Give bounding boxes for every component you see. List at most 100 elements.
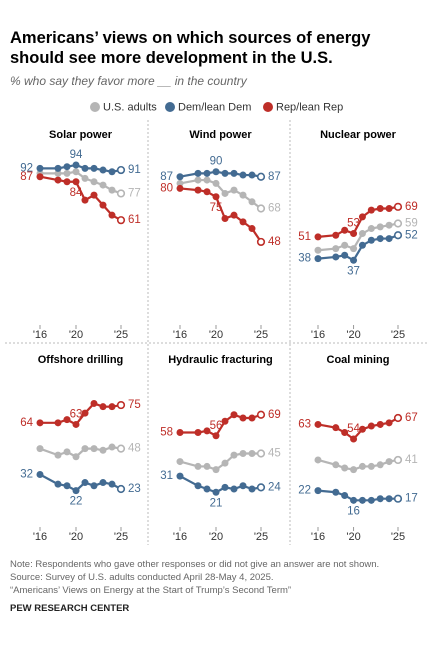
- point: [376, 223, 384, 231]
- x-tick-label: '16: [33, 531, 47, 543]
- point: [221, 417, 229, 425]
- panel-title: Offshore drilling: [38, 354, 124, 366]
- data-label: 53: [347, 218, 360, 230]
- data-label: 54: [347, 423, 360, 435]
- data-label: 32: [20, 469, 33, 481]
- point: [376, 420, 384, 428]
- data-label: 56: [210, 420, 223, 432]
- point: [393, 494, 403, 503]
- point: [63, 169, 71, 177]
- point: [230, 411, 238, 419]
- legend-label: U.S. adults: [103, 101, 157, 113]
- point: [81, 196, 89, 204]
- title: Americans’ views on which sources of ene…: [10, 29, 371, 67]
- point: [108, 211, 116, 219]
- point: [385, 495, 393, 503]
- point: [176, 173, 184, 181]
- point: [99, 446, 107, 454]
- series-line: [39, 473, 122, 492]
- point: [385, 221, 393, 229]
- data-label: 68: [268, 203, 281, 215]
- data-label: 41: [405, 454, 418, 466]
- x-tick-label: '16: [311, 329, 325, 341]
- series-line: [179, 452, 261, 471]
- data-label: 23: [128, 483, 141, 495]
- data-label: 69: [405, 201, 418, 213]
- point: [54, 451, 62, 459]
- point: [212, 168, 220, 176]
- point: [90, 191, 98, 199]
- point: [376, 204, 384, 212]
- x-tick-label: '25: [391, 329, 405, 341]
- data-label: 59: [405, 218, 418, 230]
- point: [116, 216, 126, 225]
- point: [350, 230, 358, 238]
- data-label: 31: [160, 470, 173, 482]
- point: [314, 456, 322, 464]
- point: [385, 204, 393, 212]
- point: [90, 178, 98, 186]
- point: [256, 172, 266, 181]
- point: [332, 488, 340, 496]
- data-label: 51: [298, 231, 311, 243]
- data-label: 24: [268, 481, 281, 493]
- point: [341, 464, 349, 472]
- point: [239, 218, 247, 226]
- point: [385, 235, 393, 243]
- point: [239, 191, 247, 199]
- point: [332, 245, 340, 253]
- point: [54, 176, 62, 184]
- point: [108, 168, 116, 176]
- x-tick-label: '20: [209, 329, 223, 341]
- point: [393, 219, 403, 228]
- point: [248, 198, 256, 206]
- point: [350, 496, 358, 504]
- data-label: 80: [160, 182, 173, 194]
- data-label: 92: [20, 162, 33, 174]
- point: [72, 453, 80, 461]
- legend-marker: [165, 102, 175, 112]
- point: [256, 204, 266, 213]
- chart: U.S. adults Dem/lean Dem Rep/lean Rep Solar…: [5, 101, 429, 545]
- point: [203, 176, 211, 184]
- x-tick-label: '20: [209, 531, 223, 543]
- point: [63, 163, 71, 171]
- x-tick-label: '16: [33, 329, 47, 341]
- point: [341, 226, 349, 234]
- data-label: 22: [70, 496, 83, 508]
- point: [36, 470, 44, 478]
- point: [116, 189, 126, 198]
- point: [108, 443, 116, 451]
- point: [230, 451, 238, 459]
- point: [248, 225, 256, 233]
- point: [314, 255, 322, 263]
- point: [358, 230, 366, 238]
- point: [385, 419, 393, 427]
- data-label: 61: [128, 214, 141, 226]
- note: Source: Survey of U.S. adults conducted …: [10, 572, 274, 583]
- point: [358, 496, 366, 504]
- point: [99, 479, 107, 487]
- point: [358, 425, 366, 433]
- point: [194, 482, 202, 490]
- x-tick-label: '25: [254, 329, 268, 341]
- point: [367, 236, 375, 244]
- point: [248, 414, 256, 422]
- point: [341, 429, 349, 437]
- point: [212, 179, 220, 187]
- point: [358, 213, 366, 221]
- point: [367, 206, 375, 214]
- point: [63, 416, 71, 424]
- point: [314, 233, 322, 241]
- point: [248, 171, 256, 179]
- point: [72, 487, 80, 495]
- point: [99, 403, 107, 411]
- data-label: 87: [268, 171, 281, 183]
- point: [72, 168, 80, 176]
- point: [341, 251, 349, 259]
- x-tick-label: '20: [69, 531, 83, 543]
- point: [230, 485, 238, 493]
- subtitle: % who say they favor more __ in the coun…: [10, 74, 247, 88]
- point: [72, 161, 80, 169]
